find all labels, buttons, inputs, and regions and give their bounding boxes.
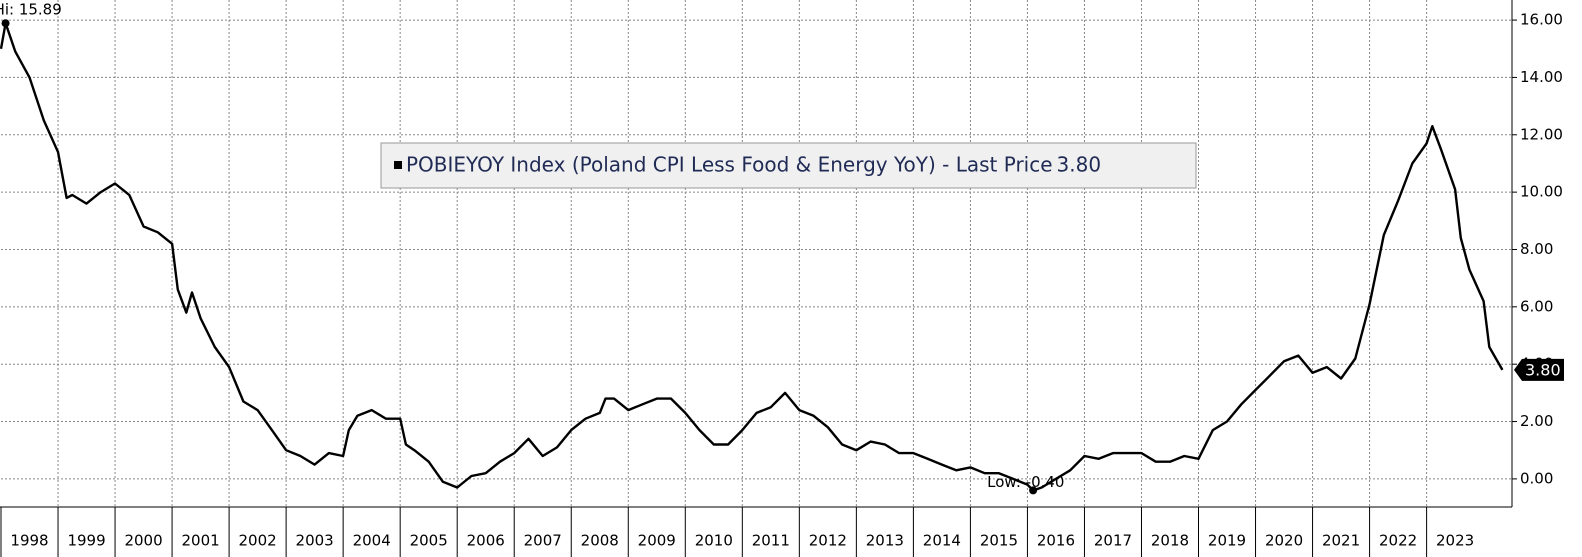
y-tick-label: 6.00 <box>1520 297 1553 315</box>
x-tick-label: 2023 <box>1436 532 1474 550</box>
line-series <box>0 22 1504 492</box>
x-tick-label: 2008 <box>581 532 619 550</box>
annotation-dot <box>1029 486 1038 495</box>
x-tick-label: 1999 <box>67 532 105 550</box>
x-tick-label: 2015 <box>980 532 1018 550</box>
x-tick-label: 2012 <box>809 532 847 550</box>
legend-text: POBIEYOY Index (Poland CPI Less Food & E… <box>406 153 1053 177</box>
x-tick-label: 2009 <box>638 532 676 550</box>
y-tick-label: 10.00 <box>1520 183 1563 201</box>
x-tick-label: 2005 <box>410 532 448 550</box>
legend-last-price: 3.80 <box>1057 153 1102 177</box>
y-tick-label: 0.00 <box>1520 469 1553 487</box>
x-tick-label: 2001 <box>181 532 219 550</box>
x-tick-label: 2000 <box>124 532 162 550</box>
x-tick-label: 2016 <box>1037 532 1075 550</box>
y-tick-label: 2.00 <box>1520 412 1553 430</box>
y-tick-label: 8.00 <box>1520 240 1553 258</box>
annotation-dot <box>1 19 10 28</box>
x-tick-label: 2003 <box>296 532 334 550</box>
x-tick-label: 2017 <box>1094 532 1132 550</box>
x-tick-label: 2004 <box>353 532 391 550</box>
x-tick-label: 2006 <box>467 532 505 550</box>
x-tick-label: 2010 <box>695 532 733 550</box>
x-tick-label: 2020 <box>1265 532 1303 550</box>
x-tick-label: 2021 <box>1322 532 1360 550</box>
x-tick-label: 2019 <box>1208 532 1246 550</box>
annotation-label: Low: -0.40 <box>987 473 1064 491</box>
last-price-tag <box>1514 358 1564 381</box>
y-tick-label: 12.00 <box>1520 125 1563 143</box>
x-tick-label: 2014 <box>923 532 961 550</box>
x-tick-label: 2002 <box>239 532 277 550</box>
y-tick-label: 14.00 <box>1520 68 1563 86</box>
x-tick-label: 2013 <box>866 532 904 550</box>
x-tick-label: 2018 <box>1151 532 1189 550</box>
x-tick-label: 2007 <box>524 532 562 550</box>
x-tick-label: 1998 <box>10 532 48 550</box>
plot <box>0 19 1504 495</box>
grid <box>1 0 1511 507</box>
y-tick-label: 16.00 <box>1520 11 1563 29</box>
legend-swatch <box>394 161 402 169</box>
legend: POBIEYOY Index (Poland CPI Less Food & E… <box>380 142 1197 189</box>
last-price-label: 3.80 <box>1525 360 1561 379</box>
legend-box <box>380 142 1197 189</box>
x-tick-label: 2011 <box>752 532 790 550</box>
annotation-label: Hi: 15.89 <box>0 1 62 19</box>
x-tick-label: 2022 <box>1379 532 1417 550</box>
